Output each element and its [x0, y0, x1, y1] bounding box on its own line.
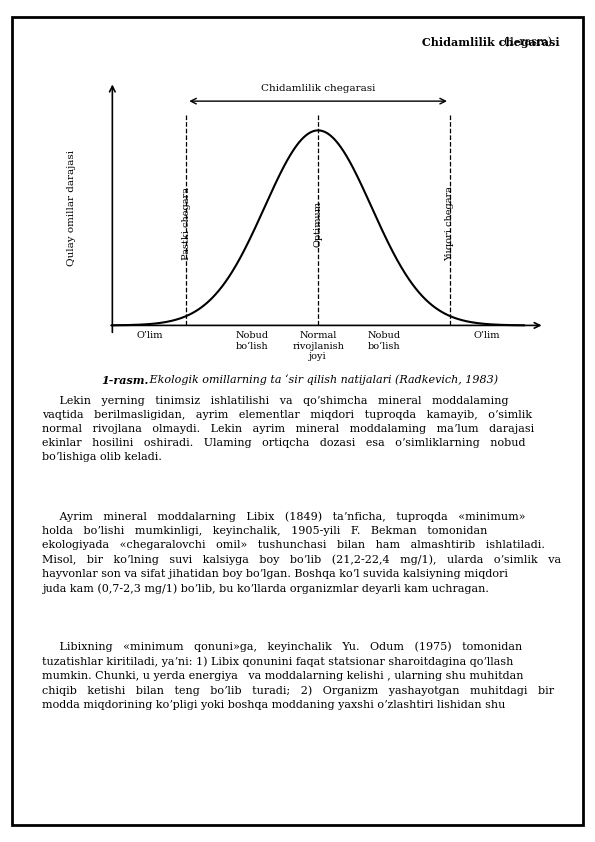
Text: Pastki chegara: Pastki chegara — [182, 188, 191, 260]
Text: Ekologik omillarning ta ‘sir qilish natijalari (Radkevich, 1983): Ekologik omillarning ta ‘sir qilish nati… — [146, 375, 498, 386]
Text: Normal
rivojlanish
joyi: Normal rivojlanish joyi — [292, 331, 344, 361]
Text: (1-rasm).: (1-rasm). — [505, 37, 559, 47]
Text: Chidamlilik chegarasi: Chidamlilik chegarasi — [387, 37, 559, 48]
Text: Optimum: Optimum — [314, 201, 322, 247]
Text: Ayrim   mineral   moddalarning   Libix   (1849)   taʼnficha,   tuproqda   «minim: Ayrim mineral moddalarning Libix (1849) … — [42, 512, 560, 594]
Text: Chidamlilik chegarasi: Chidamlilik chegarasi — [261, 84, 375, 93]
Text: Nobud
bo‘lish: Nobud bo‘lish — [236, 331, 269, 350]
Text: O’lim: O’lim — [136, 331, 162, 340]
Text: 1-rasm.: 1-rasm. — [101, 375, 149, 386]
Text: Libixning   «minimum   qonuni»ga,   keyinchalik   Yu.   Odum   (1975)   tomonida: Libixning «minimum qonuni»ga, keyinchali… — [42, 642, 554, 710]
Text: O’lim: O’lim — [474, 331, 500, 340]
Text: Yuqori chegara: Yuqori chegara — [445, 186, 454, 262]
Text: Qulay omillar darajasi: Qulay omillar darajasi — [67, 151, 76, 266]
Text: Lekin   yerning   tinimsiz   ishlatilishi   va   qoʼshimcha   mineral   moddalam: Lekin yerning tinimsiz ishlatilishi va q… — [42, 396, 534, 461]
Text: Nobud
bo‘lish: Nobud bo‘lish — [367, 331, 400, 350]
